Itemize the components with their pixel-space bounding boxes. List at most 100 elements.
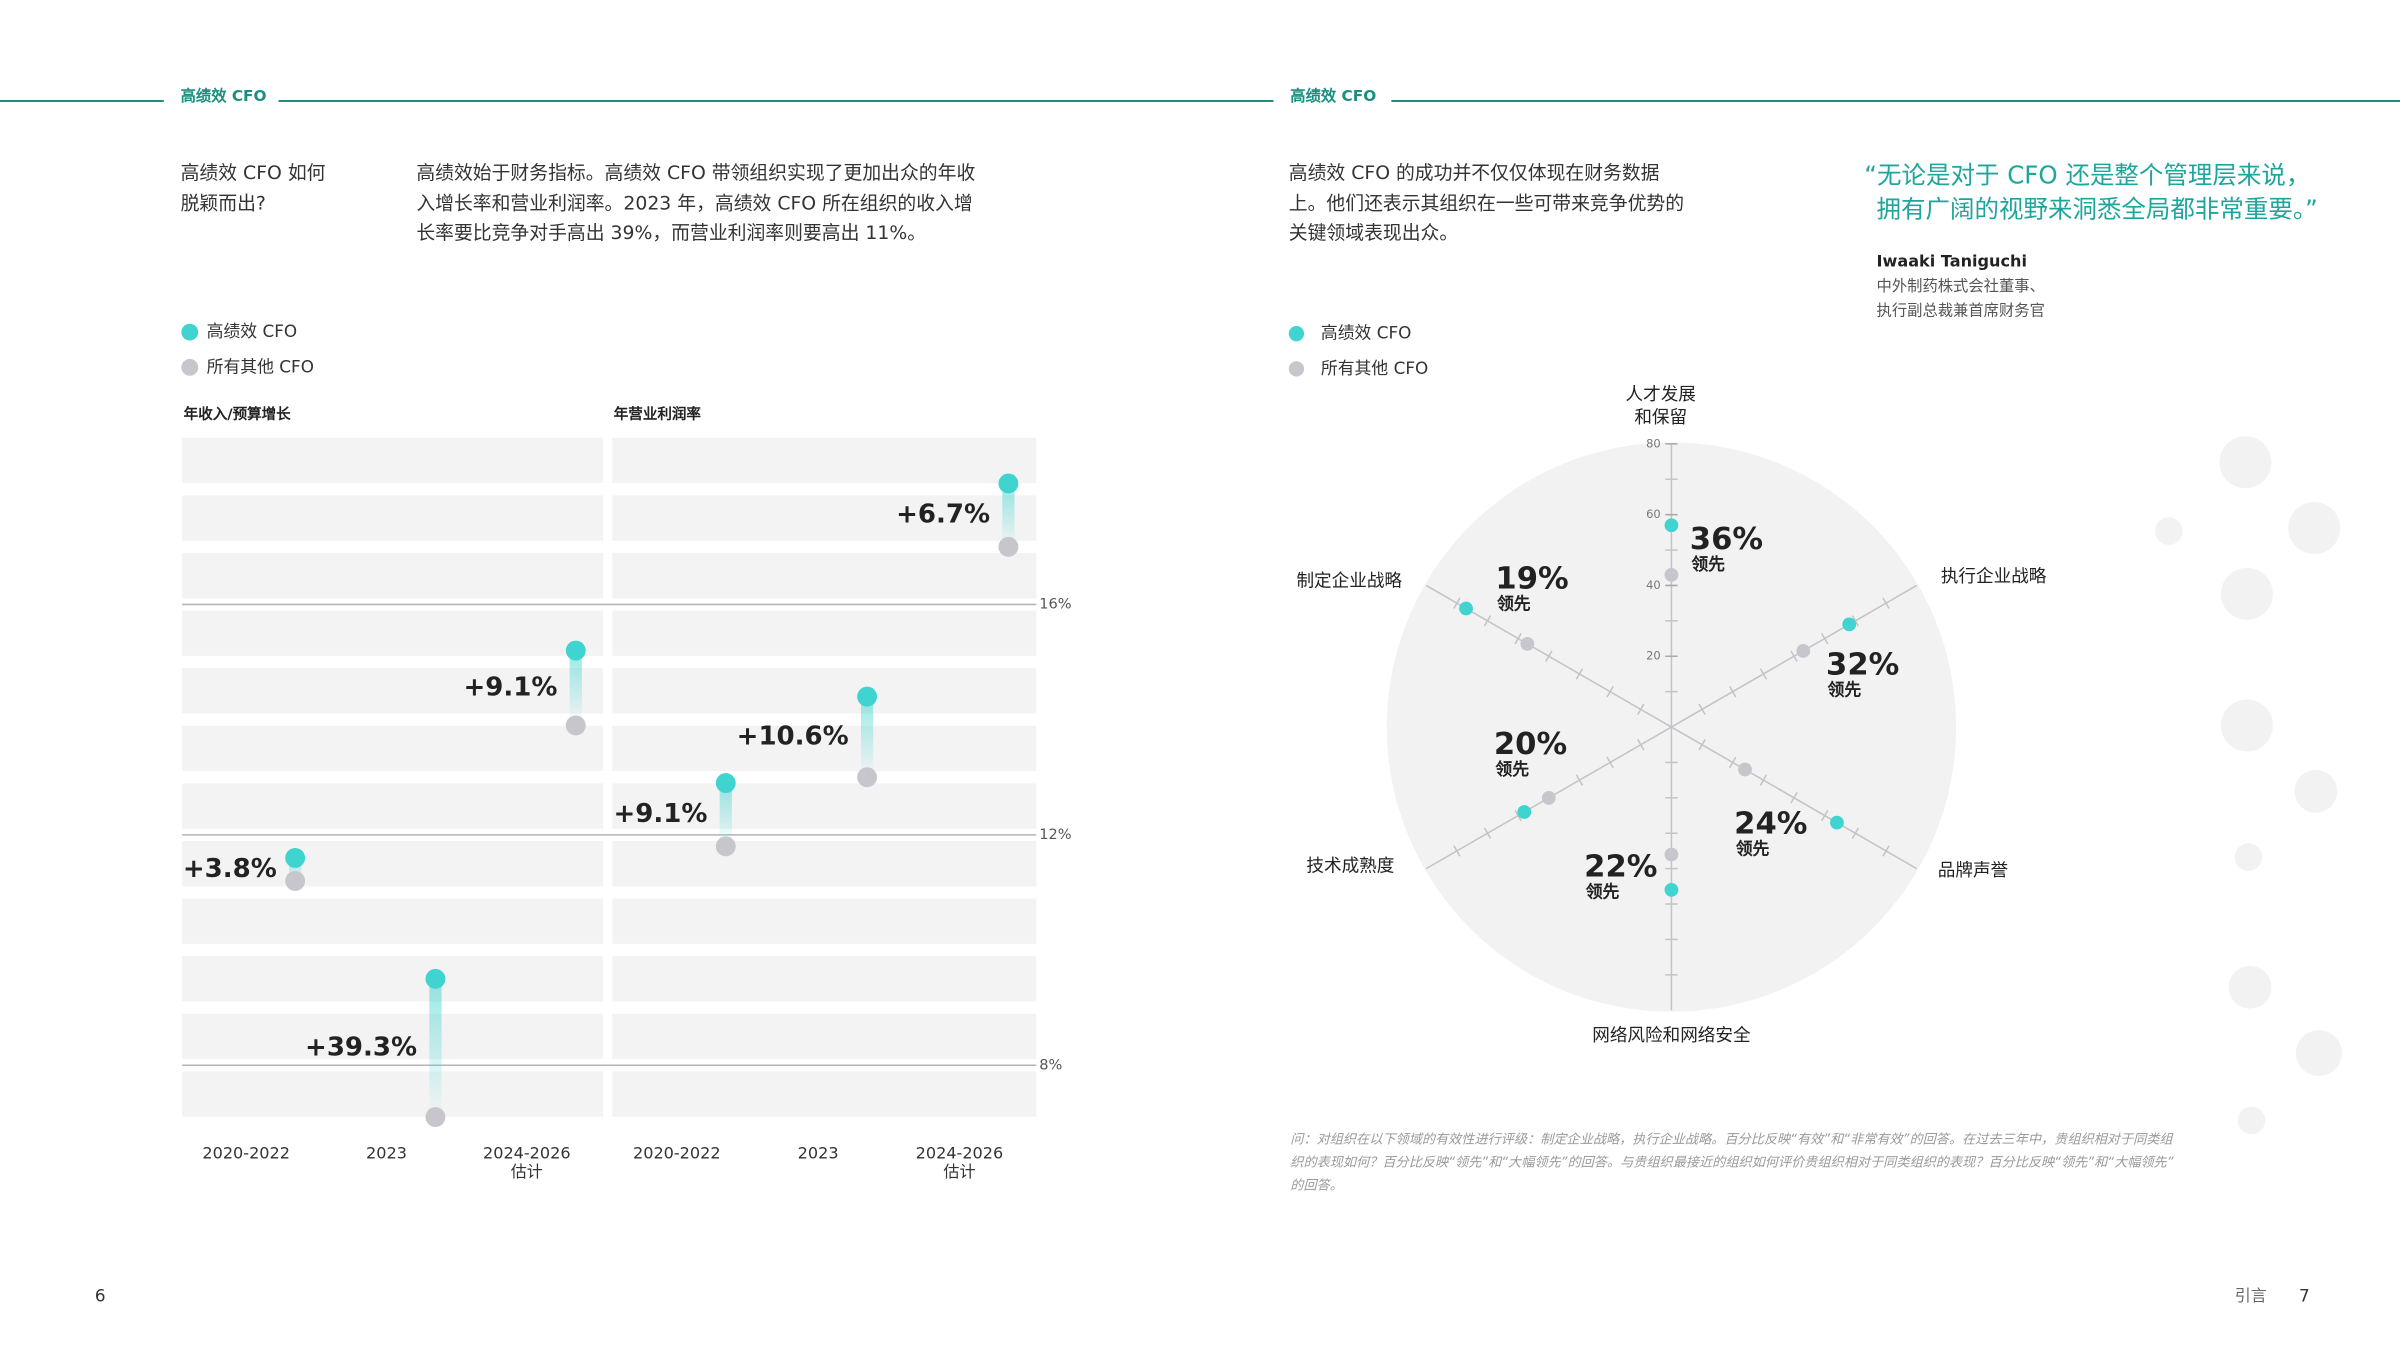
dot-other [1541, 790, 1556, 805]
gap-label: +9.1% [613, 799, 707, 829]
row-band [612, 610, 1037, 656]
y-tick-label: 16% [1039, 596, 1071, 612]
dot-high [857, 686, 878, 707]
axis-label: 和保留 [1634, 408, 1687, 428]
axis-tick [1820, 809, 1829, 822]
row-band [612, 437, 1037, 484]
gap-label: +6.7% [896, 500, 990, 530]
legend-swatch [181, 358, 199, 376]
gap-label: +9.1% [463, 672, 557, 702]
x-tick-label: 2024-2026 [483, 1144, 571, 1163]
page-number: 6 [95, 1285, 106, 1305]
row-band [182, 552, 604, 599]
row-band [182, 725, 604, 772]
dot-high [565, 640, 586, 661]
dot-other [715, 836, 736, 857]
legend-label: 所有其他 CFO [1321, 358, 1428, 378]
x-tick-label: 2020-2022 [202, 1144, 290, 1163]
axis-tick [1851, 827, 1860, 839]
dot-high [998, 473, 1019, 494]
row-band [182, 668, 604, 714]
row-band [182, 840, 604, 887]
dot-other [998, 536, 1019, 557]
page-number: 7 [2299, 1285, 2310, 1305]
axis-tick [1483, 827, 1492, 839]
axis-tick [1453, 597, 1461, 609]
lead-value: 32% [1826, 647, 1899, 682]
dot-other [1664, 567, 1679, 582]
dumbbell-stem [860, 696, 874, 778]
dot-other [1738, 762, 1752, 777]
lead-value: 24% [1734, 806, 1807, 841]
row-band [182, 1071, 604, 1117]
row-band [182, 898, 604, 944]
dumbbell-stem [719, 783, 732, 847]
gap-label: +3.8% [183, 854, 277, 884]
lead-word: 领先 [1691, 554, 1725, 574]
axis-tick [1545, 650, 1553, 662]
lead-word: 领先 [1495, 759, 1529, 779]
axis-tick [1790, 650, 1798, 662]
row-band [612, 552, 1037, 599]
axis-tick [1514, 809, 1522, 822]
quote-role: 执行副总裁兼首席财务官 [1876, 303, 2045, 320]
legend-label: 高绩效 CFO [1321, 323, 1412, 343]
x-tick-label: 2020-2022 [633, 1144, 721, 1163]
axis-tick [1820, 632, 1829, 645]
row-band [182, 956, 604, 1002]
legend-swatch [181, 323, 199, 341]
dot-high [1664, 882, 1679, 897]
lead-value: 19% [1495, 562, 1568, 597]
dot-other [425, 1107, 446, 1128]
axis-tick [1483, 615, 1492, 627]
row-band [612, 1071, 1037, 1117]
dot-other [1664, 847, 1679, 862]
dot-high [1664, 518, 1679, 533]
axis-label: 执行企业战略 [1941, 567, 2047, 587]
quote-line: 拥有广阔的视野来洞悉全局都非常重要。” [1876, 194, 2318, 224]
axis-tick [1882, 597, 1890, 609]
axis-tick [1729, 756, 1737, 769]
axis-tick [1882, 845, 1890, 857]
dot-high [285, 847, 306, 868]
axis-label: 技术成熟度 [1306, 855, 1394, 876]
x-tick-label: 2023 [798, 1144, 839, 1163]
row-band [612, 783, 1037, 829]
axis-tick [1851, 615, 1860, 627]
row-band [182, 437, 604, 484]
row-band [612, 725, 1037, 772]
r-tick-label: 60 [1646, 507, 1661, 521]
quote-role: 中外制药株式会社董事、 [1876, 278, 2045, 296]
r-tick-label: 40 [1646, 578, 1661, 592]
lead-word: 领先 [1497, 594, 1531, 614]
row-band [612, 898, 1037, 944]
lead-word: 领先 [1586, 881, 1620, 901]
axis-label: 品牌声誉 [1938, 861, 2009, 881]
axis-tick [1606, 685, 1614, 698]
x-tick-label: 2024-2026 [916, 1144, 1004, 1163]
panel-title: 年收入/预算增长 [184, 405, 291, 423]
r-tick-label: 20 [1646, 649, 1661, 663]
axis-tick [1759, 668, 1768, 680]
row-band [612, 1013, 1037, 1060]
dot-other [1520, 636, 1535, 651]
dot-high [425, 968, 446, 989]
row-band [182, 783, 604, 829]
decor-dots [2155, 436, 2342, 1135]
header-title: 高绩效 CFO [181, 87, 267, 105]
row-band [612, 840, 1037, 887]
axis-tick [1698, 703, 1706, 716]
section-name: 引言 [2235, 1286, 2267, 1305]
body-text: 高绩效始于财务指标。高绩效 CFO 带领组织实现了更加出众的年收入增长率和营业利… [416, 162, 976, 244]
dumbbell-stem [569, 650, 582, 726]
question: 高绩效 CFO 如何脱颖而出? [180, 162, 326, 214]
axis-label: 制定企业战略 [1296, 572, 1402, 592]
row-band [182, 495, 604, 541]
x-tick-label: 估计 [943, 1162, 975, 1181]
axis-label: 网络风险和网络安全 [1592, 1026, 1751, 1046]
axis-tick [1790, 792, 1798, 804]
lead-word: 领先 [1736, 838, 1770, 858]
dot-high [1830, 815, 1844, 830]
y-tick-label: 12% [1039, 827, 1071, 843]
